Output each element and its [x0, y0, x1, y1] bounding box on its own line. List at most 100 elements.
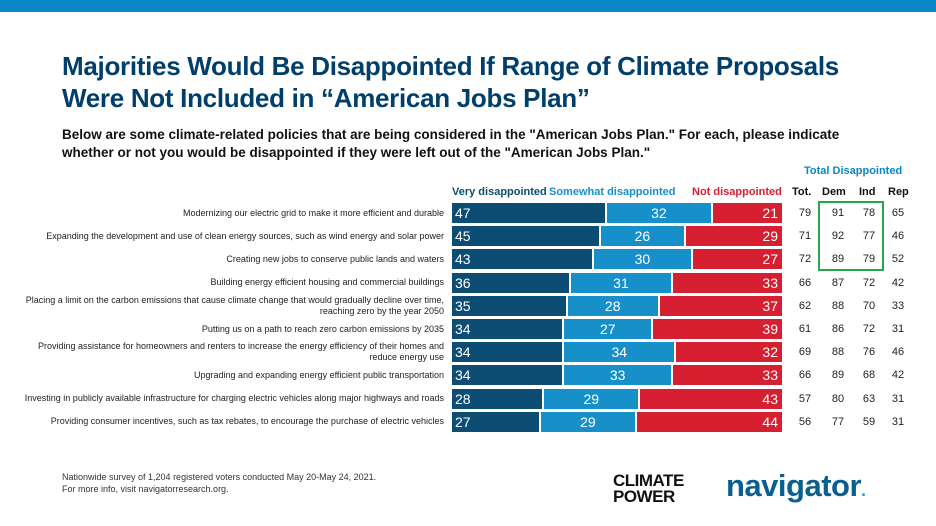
table-cell: 91	[831, 207, 845, 219]
bar-segment-not	[686, 226, 782, 247]
table-col-dem: Dem	[822, 186, 846, 198]
bar-value-label: 33	[762, 274, 778, 291]
bar-value-label: 28	[604, 297, 621, 314]
table-cell: 46	[891, 346, 905, 359]
footer-note: Nationwide survey of 1,204 registered vo…	[62, 471, 376, 495]
bar-segment-somewhat	[564, 342, 675, 363]
table-cell: 72	[862, 276, 876, 289]
bar-category-label: Placing a limit on the carbon emissions …	[25, 294, 444, 316]
table-cell: 69	[798, 346, 812, 359]
table-cell: 89	[831, 253, 845, 266]
chart-title: Majorities Would Be Disappointed If Rang…	[62, 51, 839, 113]
bar-segment-not	[636, 411, 782, 432]
bar-category-label: Modernizing our electric grid to make it…	[183, 207, 444, 218]
bar-segment-very	[452, 365, 563, 386]
bar-segment-not	[640, 388, 782, 409]
climate-power-logo-line1: CLIMATE	[613, 471, 684, 490]
bar-segment-not	[712, 203, 782, 223]
legend-not-disappointed: Not disappointed	[692, 186, 782, 198]
table-cell: 87	[831, 276, 845, 289]
table-cell: 86	[831, 323, 845, 335]
bar-segment-very	[452, 295, 566, 316]
bar-value-label: 29	[583, 390, 600, 407]
bar-category-label: Creating new jobs to conserve public lan…	[226, 253, 444, 264]
bar-value-label: 36	[455, 274, 471, 291]
bar-value-label: 33	[609, 367, 626, 384]
bar-segment-not	[676, 342, 782, 363]
table-cell: 78	[862, 207, 876, 219]
bar-segment-not	[659, 295, 782, 316]
table-cell: 88	[831, 299, 845, 312]
bar-value-label: 31	[613, 274, 629, 291]
bar-segment-very	[452, 203, 606, 223]
footer-line-1: Nationwide survey of 1,204 registered vo…	[62, 472, 377, 482]
bar-segment-somewhat	[544, 388, 639, 409]
navigator-logo-text: navigator	[726, 468, 862, 503]
bar-category-label: Putting us on a path to reach zero carbo…	[201, 323, 444, 334]
bar-value-label: 34	[455, 367, 471, 384]
table-cell: 63	[862, 392, 876, 405]
bar-segment-very	[452, 319, 563, 339]
bar-segment-somewhat	[567, 295, 658, 316]
bar-value-label: 28	[455, 390, 471, 407]
navigator-logo: navigator.	[726, 468, 866, 504]
table-cell: 66	[798, 276, 812, 289]
bar-value-label: 34	[455, 321, 471, 337]
bar-category-label: Investing in publicly available infrastr…	[24, 393, 444, 404]
bar-value-label: 27	[762, 251, 778, 268]
table-cell: 79	[798, 207, 812, 219]
table-col-rep: Rep	[888, 186, 909, 198]
bar-category-label: Upgrading and expanding energy efficient…	[193, 369, 444, 380]
table-cell: 77	[831, 415, 845, 428]
bar-value-label: 33	[762, 367, 778, 384]
table-cell: 56	[798, 415, 812, 428]
table-cell: 31	[891, 323, 905, 335]
bar-segment-somewhat	[564, 319, 652, 339]
bar-segment-somewhat	[541, 411, 635, 432]
legend-somewhat-disappointed: Somewhat disappointed	[549, 186, 676, 198]
bar-value-label: 39	[762, 321, 778, 337]
table-col-ind: Ind	[859, 186, 876, 198]
table-cell: 31	[891, 392, 905, 405]
table-cell: 65	[891, 207, 905, 219]
bar-value-label: 45	[455, 228, 471, 245]
bar-segment-very	[452, 411, 540, 432]
bar-value-label: 21	[762, 205, 778, 221]
table-cell: 42	[891, 276, 905, 289]
table-cell: 61	[798, 323, 812, 335]
legend-very-disappointed: Very disappointed	[452, 186, 547, 198]
table-cell: 79	[862, 253, 876, 266]
bar-segment-not	[653, 319, 782, 339]
bar-value-label: 35	[455, 297, 471, 314]
bar-value-label: 27	[599, 321, 616, 337]
table-cell: 72	[862, 323, 876, 335]
table-cell: 66	[798, 369, 812, 382]
bar-segment-not	[692, 249, 782, 270]
chart-subtitle: Below are some climate-related policies …	[62, 127, 840, 160]
table-cell: 72	[798, 253, 812, 266]
table-cell: 71	[798, 230, 812, 243]
table-cell: 89	[831, 369, 845, 382]
bar-segment-very	[452, 342, 563, 363]
table-cell: 42	[891, 369, 905, 382]
table-cell: 80	[831, 392, 845, 405]
bar-value-label: 43	[762, 390, 778, 407]
navigator-logo-dot: .	[861, 480, 866, 500]
bar-value-label: 34	[611, 344, 628, 361]
bar-category-label: Expanding the development and use of cle…	[46, 230, 444, 241]
bar-segment-somewhat	[600, 226, 685, 247]
bar-segment-very	[452, 226, 599, 247]
table-col-tot: Tot.	[792, 186, 812, 198]
dem-ind-highlight-box	[818, 201, 884, 271]
table-cell: 31	[891, 415, 905, 428]
footer-line-2: For more info, visit navigatorresearch.o…	[62, 484, 229, 494]
bar-value-label: 29	[580, 413, 596, 430]
bar-segment-somewhat	[607, 203, 711, 223]
table-cell: 33	[891, 299, 905, 312]
top-accent-bar	[0, 0, 936, 12]
table-cell: 88	[831, 346, 845, 359]
climate-power-logo: CLIMATE POWER	[613, 471, 684, 505]
bar-segment-very	[452, 388, 543, 409]
bar-value-label: 30	[634, 251, 651, 268]
table-cell: 46	[891, 230, 905, 243]
